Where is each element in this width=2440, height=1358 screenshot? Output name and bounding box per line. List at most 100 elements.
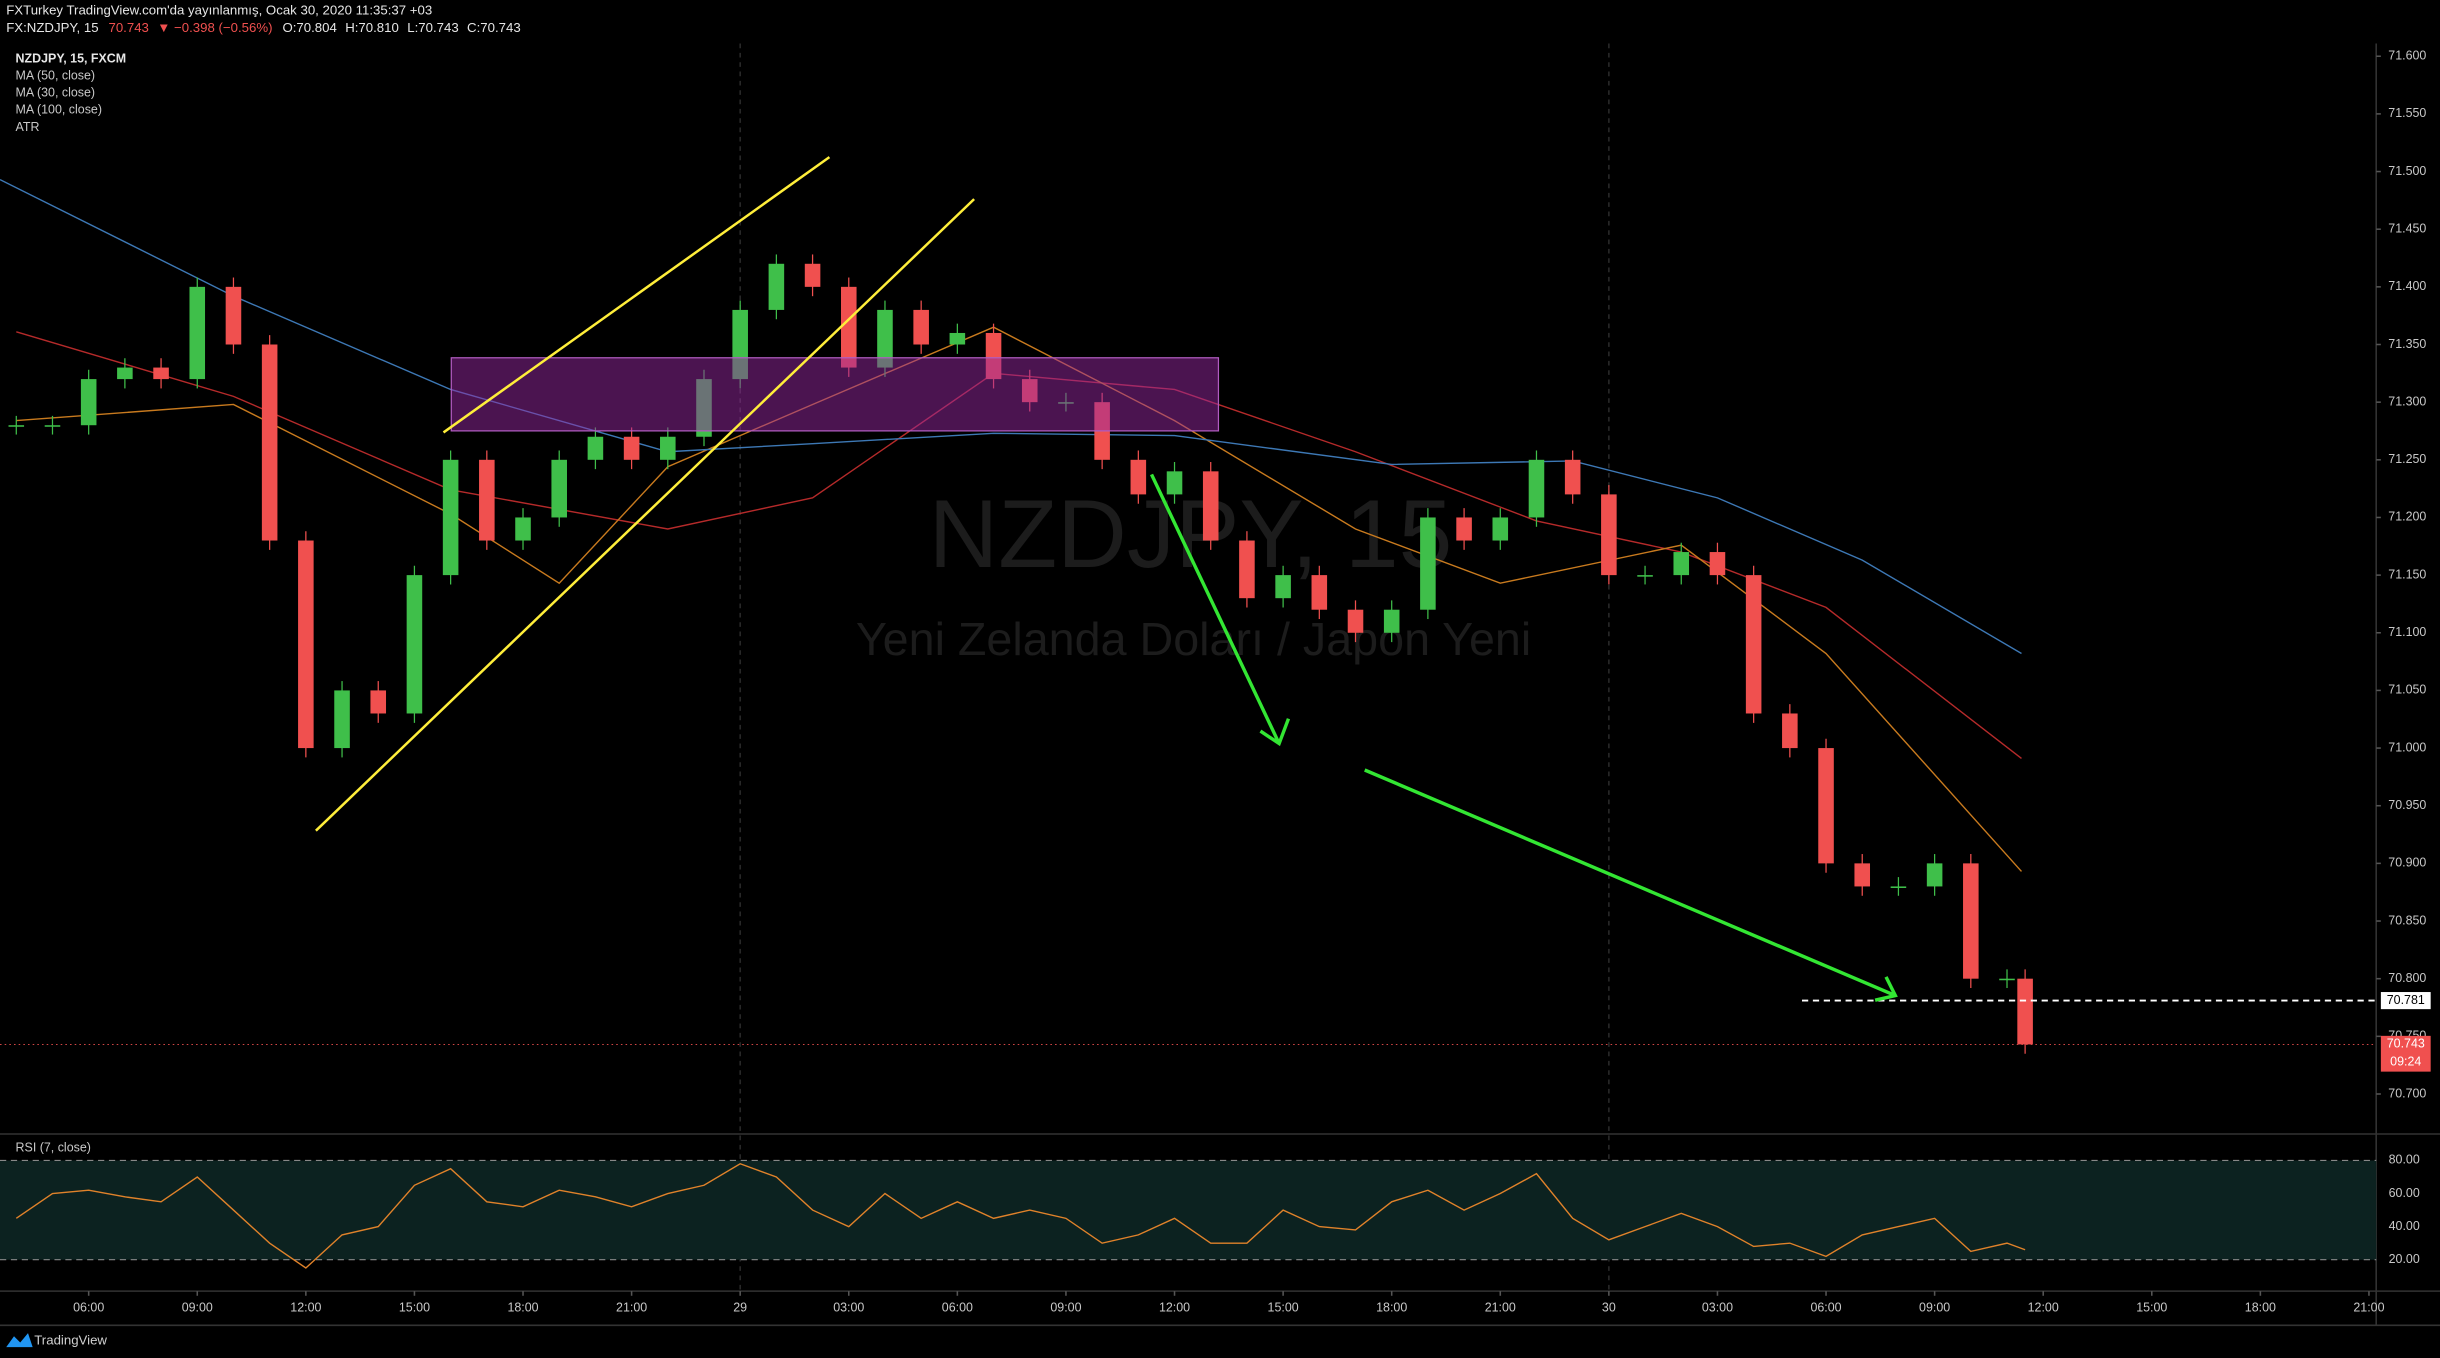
y-tick-label: 71.250 — [2388, 452, 2426, 466]
rsi-band — [0, 1160, 2377, 1260]
candle-body — [877, 309, 893, 368]
y-tick-label: 71.150 — [2388, 567, 2426, 581]
high: H:70.810 — [345, 20, 399, 35]
candle-body — [8, 425, 25, 427]
x-tick-label: 12:00 — [1159, 1301, 1190, 1315]
x-tick-label: 12:00 — [2028, 1301, 2059, 1315]
legend-entry: MA (50, close) — [16, 69, 96, 83]
legend-entry: MA (100, close) — [16, 103, 102, 117]
candle-body — [117, 367, 133, 380]
candle-body — [225, 286, 242, 345]
candle-body — [1637, 575, 1653, 577]
candle-body — [1564, 459, 1581, 495]
candle-body — [1926, 863, 1943, 887]
y-tick-label: 70.900 — [2388, 856, 2426, 870]
candle-body — [2017, 978, 2033, 1045]
candle-body — [44, 425, 61, 427]
candle-body — [515, 517, 531, 541]
y-tick-label: 71.350 — [2388, 337, 2426, 351]
candle-body — [1782, 713, 1798, 749]
x-tick-label: 06:00 — [942, 1301, 973, 1315]
x-tick-label: 18:00 — [507, 1301, 538, 1315]
candle-body — [1383, 609, 1400, 633]
marker-flag — [2380, 992, 2431, 1010]
legend-entry: MA (30, close) — [16, 86, 96, 100]
drawings — [315, 156, 1898, 1002]
y-tick-label: 71.400 — [2388, 279, 2426, 293]
moving-average — [0, 178, 2022, 655]
candle-body — [1130, 459, 1147, 495]
marker-label: 70.781 — [2387, 993, 2425, 1007]
x-tick-label: 09:00 — [1050, 1301, 1081, 1315]
publisher-line: FXTurkey TradingView.com'da yayınlanmış,… — [6, 2, 432, 17]
candle-body — [660, 436, 676, 460]
candle-body — [153, 367, 169, 380]
candle-body — [768, 263, 785, 310]
candle-body — [1420, 517, 1436, 610]
y-tick-label: 71.100 — [2388, 625, 2426, 639]
legend-entry: NZDJPY, 15, FXCM — [16, 51, 127, 65]
candle-body — [551, 459, 567, 518]
candle-body — [1963, 863, 1979, 979]
candle-body — [1275, 575, 1291, 599]
x-tick-label: 06:00 — [1810, 1301, 1841, 1315]
x-tick-label: 18:00 — [1376, 1301, 1407, 1315]
logo — [6, 1333, 33, 1348]
y-tick-label: 70.950 — [2388, 798, 2426, 812]
y-tick-label: 70.700 — [2388, 1086, 2426, 1100]
candle-body — [479, 459, 495, 541]
x-tick-label: 30 — [1602, 1301, 1616, 1315]
y-tick-label: 71.500 — [2388, 164, 2426, 178]
x-tick-label: 29 — [733, 1301, 747, 1315]
last-price-flag — [2380, 1035, 2431, 1072]
y-tick-label: 71.200 — [2388, 510, 2426, 524]
watermark-description: Yeni Zelanda Doları / Japon Yeni — [856, 613, 1531, 665]
y-tick-label: 71.450 — [2388, 221, 2426, 235]
y-tick-label: 71.300 — [2388, 394, 2426, 408]
candle-body — [298, 540, 314, 749]
candle-body — [1999, 978, 2015, 981]
candle-body — [1311, 575, 1328, 610]
candle-body — [1709, 552, 1726, 576]
last: 70.743 — [108, 20, 148, 35]
candle-body — [623, 436, 640, 460]
open: O:70.804 — [282, 20, 336, 35]
rsi-title: RSI (7, close) — [16, 1140, 91, 1154]
candle-body — [1818, 748, 1834, 864]
y-tick-label: 71.050 — [2388, 683, 2426, 697]
trend-line — [315, 198, 975, 832]
candle-body — [261, 344, 278, 541]
x-tick-label: 09:00 — [182, 1301, 213, 1315]
candle-body — [370, 690, 387, 714]
candle-body — [189, 286, 206, 380]
candle-body — [1166, 471, 1183, 495]
countdown-label: 09:24 — [2390, 1055, 2421, 1069]
symbol: FX:NZDJPY, 15 — [6, 20, 98, 35]
y-tick-label: 70.850 — [2388, 913, 2426, 927]
x-tick-label: 15:00 — [1268, 1301, 1299, 1315]
candle-body — [1854, 863, 1871, 887]
x-tick-label: 12:00 — [290, 1301, 321, 1315]
candle-body — [80, 379, 97, 426]
watermark-symbol: NZDJPY, 15 — [929, 481, 1453, 588]
x-tick-label: 06:00 — [73, 1301, 104, 1315]
candle-body — [1347, 609, 1364, 633]
y-tick-label: 71.550 — [2388, 106, 2426, 120]
trend-line — [442, 156, 831, 434]
candle-body — [804, 263, 821, 287]
candle-body — [1673, 552, 1690, 576]
y-tick-label: 70.800 — [2388, 971, 2426, 985]
candle-body — [406, 575, 423, 714]
x-tick-label: 15:00 — [2136, 1301, 2167, 1315]
x-tick-label: 15:00 — [399, 1301, 430, 1315]
candle-body — [334, 690, 350, 749]
candle-body — [587, 436, 604, 460]
y-tick-label: 71.000 — [2388, 740, 2426, 754]
x-tick-label: 03:00 — [833, 1301, 864, 1315]
candle-body — [1202, 471, 1219, 541]
candle-body — [1601, 494, 1617, 576]
candle-body — [1890, 886, 1907, 888]
x-tick-label: 21:00 — [1485, 1301, 1516, 1315]
